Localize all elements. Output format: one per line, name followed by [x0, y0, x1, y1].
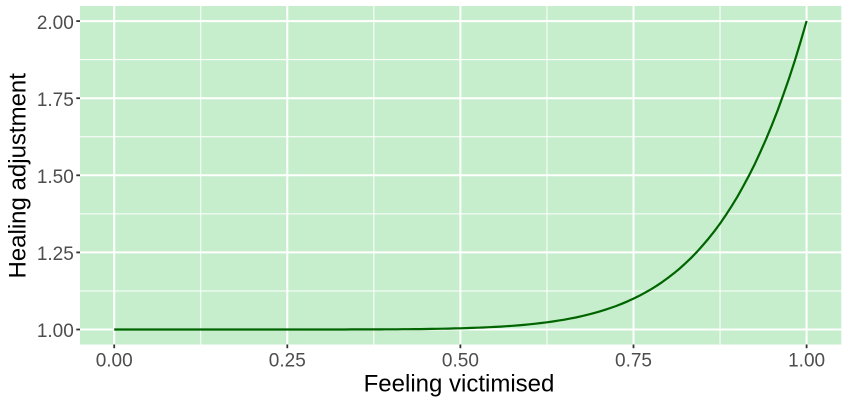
svg-text:0.50: 0.50 — [442, 351, 479, 372]
svg-text:1.50: 1.50 — [37, 167, 74, 188]
svg-text:1.75: 1.75 — [37, 90, 74, 111]
svg-text:Feeling victimised: Feeling victimised — [364, 371, 555, 398]
svg-text:1.00: 1.00 — [37, 321, 74, 342]
svg-text:0.75: 0.75 — [615, 351, 652, 372]
svg-text:1.25: 1.25 — [37, 244, 74, 265]
svg-text:1.00: 1.00 — [788, 351, 825, 372]
svg-text:0.00: 0.00 — [96, 351, 133, 372]
svg-text:Healing adjustment: Healing adjustment — [5, 73, 32, 279]
svg-text:2.00: 2.00 — [37, 13, 74, 34]
svg-text:0.25: 0.25 — [269, 351, 306, 372]
